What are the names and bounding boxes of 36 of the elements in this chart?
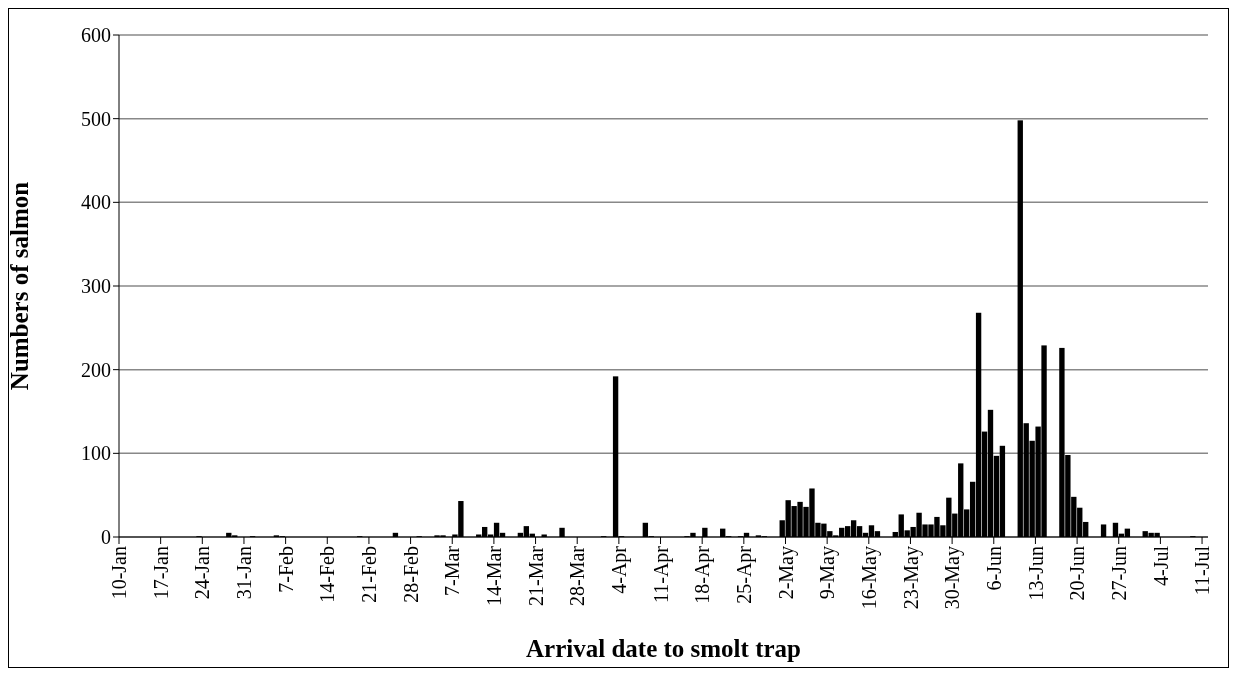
x-tick-label: 4-Apr <box>608 545 632 594</box>
x-tick-label: 23-May <box>899 546 923 610</box>
x-tick-label: 28-Mar <box>566 545 589 606</box>
y-axis-title: Numbers of salmon <box>5 181 33 391</box>
x-tick-label: 16-May <box>858 546 881 610</box>
x-tick-label: 25-Apr <box>733 545 757 604</box>
x-tick-label: 18-Apr <box>691 545 715 604</box>
x-tick-label: 31-Jan <box>233 546 256 600</box>
y-tick-label: 600 <box>81 24 111 47</box>
x-tick-label: 30-May <box>941 546 965 610</box>
x-tick-label: 10-Jan <box>108 546 131 600</box>
y-tick-label: 300 <box>81 275 111 298</box>
x-tick-label: 14-Mar <box>483 545 506 606</box>
y-tick-label: 0 <box>101 526 111 549</box>
x-tick-label: 7-Mar <box>441 545 464 596</box>
x-tick-label: 21-Feb <box>358 546 381 603</box>
x-tick-label: 2-May <box>774 546 798 600</box>
y-tick-label: 100 <box>81 442 111 465</box>
x-tick-label: 27-Jun <box>1107 546 1130 601</box>
x-tick-label: 21-Mar <box>524 545 547 606</box>
x-tick-label: 6-Jun <box>982 546 1005 591</box>
x-tick-label: 7-Feb <box>274 546 297 593</box>
x-axis-title: Arrival date to smolt trap <box>526 635 801 662</box>
x-tick-label: 11-Apr <box>649 545 673 604</box>
x-tick-label: 13-Jun <box>1024 546 1047 601</box>
x-tick-label: 11-Jul <box>1191 545 1214 596</box>
x-tick-label: 24-Jan <box>191 546 214 600</box>
y-tick-label: 500 <box>81 107 111 130</box>
x-tick-label: 4-Jul <box>1149 545 1172 586</box>
x-tick-label: 9-May <box>816 546 840 600</box>
x-tick-label: 14-Feb <box>316 546 339 603</box>
y-tick-label: 400 <box>81 191 111 214</box>
x-tick-label: 17-Jan <box>149 546 172 600</box>
x-tick-label: 20-Jun <box>1066 546 1089 601</box>
y-tick-label: 200 <box>81 358 111 381</box>
x-tick-label: 28-Feb <box>399 546 422 603</box>
